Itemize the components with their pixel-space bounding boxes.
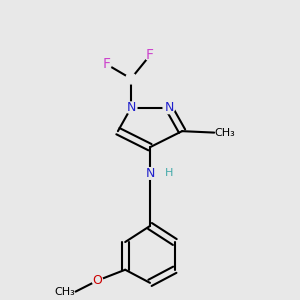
- Text: CH₃: CH₃: [214, 128, 235, 138]
- Circle shape: [144, 168, 156, 179]
- Circle shape: [125, 102, 137, 114]
- Circle shape: [145, 50, 155, 61]
- Text: CH₃: CH₃: [55, 286, 76, 297]
- Circle shape: [101, 59, 112, 69]
- Text: O: O: [92, 274, 102, 287]
- Text: N: N: [145, 167, 155, 180]
- Circle shape: [163, 102, 175, 114]
- Text: F: F: [146, 48, 154, 62]
- Text: N: N: [126, 101, 136, 114]
- Text: F: F: [102, 57, 110, 71]
- Circle shape: [126, 74, 136, 84]
- Circle shape: [92, 275, 103, 286]
- Text: H: H: [165, 169, 173, 178]
- Text: N: N: [164, 101, 174, 114]
